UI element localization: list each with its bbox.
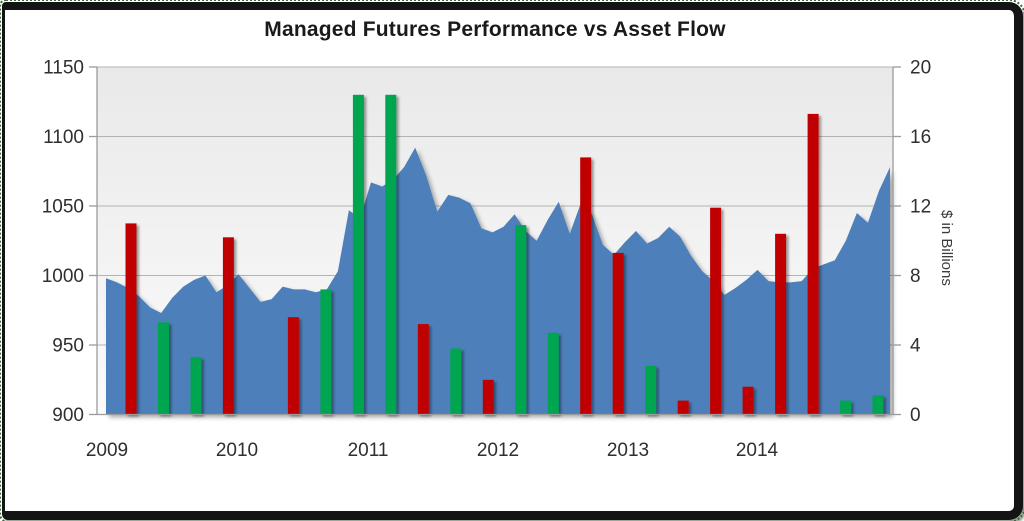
- left-tick-label-1050: 1050: [42, 197, 84, 218]
- right-tick-label-20: 20: [910, 58, 931, 79]
- bar-2012-q2: [547, 332, 559, 415]
- x-tick-label-2011: 2011: [348, 440, 389, 461]
- left-tick-label-1000: 1000: [42, 266, 84, 287]
- left-tick-label-1100: 1100: [43, 127, 84, 148]
- x-tick-label-2013: 2013: [607, 440, 649, 461]
- bar-2013-q3: [710, 207, 722, 415]
- bar-2011-q3: [450, 348, 462, 415]
- bar-2014-q4: [872, 395, 884, 415]
- bar-2014-q3: [840, 400, 852, 415]
- right-tick-label-12: 12: [910, 197, 931, 218]
- bar-2011-q4: [482, 379, 494, 415]
- right-tick-label-4: 4: [910, 336, 921, 357]
- bar-2010-q2: [287, 317, 299, 415]
- bar-2012-q1: [515, 225, 527, 415]
- bar-2009-q3: [190, 357, 202, 415]
- right-tick-label-8: 8: [910, 266, 921, 287]
- bar-2009-q4: [222, 237, 234, 415]
- x-tick-label-2010: 2010: [216, 440, 258, 461]
- bar-2012-q4: [612, 252, 624, 415]
- bar-2013-q2: [677, 400, 689, 415]
- right-tick-label-0: 0: [910, 405, 921, 426]
- bar-2014-q2: [807, 113, 819, 415]
- bar-2010-q3: [320, 289, 332, 415]
- right-tick-label-16: 16: [910, 127, 931, 148]
- bar-2011-q1: [385, 94, 397, 415]
- chart-title: Managed Futures Performance vs Asset Flo…: [264, 18, 726, 41]
- x-tick-label-2014: 2014: [736, 440, 779, 461]
- x-tick-label-2012: 2012: [477, 440, 519, 461]
- bar-2012-q3: [580, 157, 592, 415]
- bar-2014-q1: [775, 233, 787, 415]
- bar-2009-q1: [125, 223, 137, 415]
- bar-2009-q2: [158, 322, 169, 415]
- bar-2013-q1: [645, 365, 657, 415]
- bar-2013-q4: [742, 386, 754, 415]
- bar-2011-q2: [417, 324, 429, 415]
- area-series-performance: [106, 147, 890, 415]
- right-axis-title: $ in Billions: [938, 210, 955, 286]
- x-tick-label-2009: 2009: [86, 440, 128, 461]
- bar-2010-q4: [352, 94, 364, 415]
- left-tick-label-1150: 1150: [43, 58, 84, 79]
- left-tick-label-900: 900: [52, 405, 84, 426]
- left-tick-label-950: 950: [52, 336, 84, 357]
